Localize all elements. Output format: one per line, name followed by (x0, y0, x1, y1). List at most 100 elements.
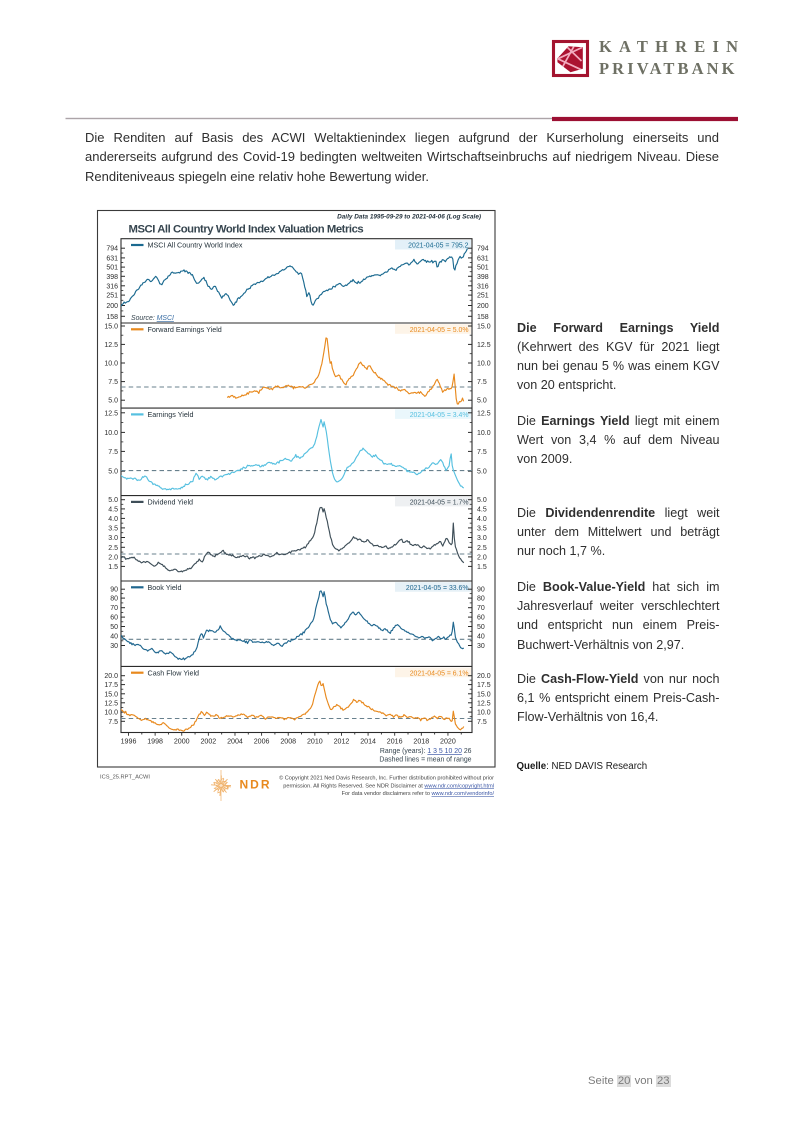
svg-text:Cash Flow Yield: Cash Flow Yield (148, 668, 200, 677)
svg-text:2021-04-05 = 1.7%: 2021-04-05 = 1.7% (410, 500, 469, 507)
svg-text:5.0: 5.0 (477, 398, 487, 405)
svg-text:2021-04-05 = 33.6%: 2021-04-05 = 33.6% (406, 585, 469, 592)
svg-text:2016: 2016 (387, 737, 403, 745)
svg-text:12.5: 12.5 (477, 342, 491, 349)
svg-text:Earnings Yield: Earnings Yield (148, 410, 194, 419)
svg-text:1.5: 1.5 (108, 564, 118, 571)
svg-text:2021-04-05 = 5.0%: 2021-04-05 = 5.0% (410, 327, 469, 334)
svg-text:30: 30 (477, 643, 485, 650)
svg-text:3.5: 3.5 (477, 525, 487, 532)
svg-text:5.0: 5.0 (108, 497, 118, 504)
svg-text:2006: 2006 (254, 737, 270, 745)
svg-text:permission. All Rights Reserve: permission. All Rights Reserved. See NDR… (283, 783, 494, 789)
svg-text:2.5: 2.5 (108, 545, 118, 552)
svg-text:3.0: 3.0 (477, 535, 487, 542)
svg-text:70: 70 (477, 605, 485, 612)
svg-text:MSCI All Country World Index: MSCI All Country World Index (148, 241, 243, 250)
svg-text:2008: 2008 (280, 737, 296, 745)
svg-text:2010: 2010 (307, 737, 323, 745)
svg-text:7.5: 7.5 (477, 379, 487, 386)
svg-text:4.0: 4.0 (477, 516, 487, 523)
svg-text:10.0: 10.0 (104, 361, 118, 368)
svg-text:12.5: 12.5 (104, 410, 118, 417)
svg-text:1998: 1998 (147, 737, 163, 745)
svg-text:2.0: 2.0 (108, 554, 118, 561)
svg-text:251: 251 (106, 293, 118, 300)
svg-text:7.5: 7.5 (477, 719, 487, 726)
svg-text:MSCI All Country World Index V: MSCI All Country World Index Valuation M… (129, 223, 364, 235)
svg-text:2.0: 2.0 (477, 554, 487, 561)
svg-text:5.0: 5.0 (477, 497, 487, 504)
svg-text:7.5: 7.5 (108, 379, 118, 386)
svg-text:50: 50 (477, 624, 485, 631)
svg-text:90: 90 (477, 587, 485, 594)
svg-text:15.0: 15.0 (104, 324, 118, 331)
svg-text:251: 251 (477, 293, 489, 300)
svg-text:2014: 2014 (360, 737, 376, 745)
svg-text:90: 90 (110, 587, 118, 594)
svg-text:2012: 2012 (334, 737, 350, 745)
svg-text:5.0: 5.0 (108, 398, 118, 405)
svg-text:7.5: 7.5 (108, 719, 118, 726)
svg-text:7.5: 7.5 (108, 449, 118, 456)
svg-text:1.5: 1.5 (477, 564, 487, 571)
svg-text:1996: 1996 (121, 737, 137, 745)
svg-text:12.5: 12.5 (104, 700, 118, 707)
svg-text:2000: 2000 (174, 737, 190, 745)
svg-text:631: 631 (477, 255, 489, 262)
svg-text:10.0: 10.0 (477, 710, 491, 717)
svg-text:12.5: 12.5 (104, 342, 118, 349)
svg-text:15.0: 15.0 (477, 691, 491, 698)
svg-text:© Copyright 2021 Ned Davis Res: © Copyright 2021 Ned Davis Research, Inc… (279, 775, 494, 782)
svg-text:4.5: 4.5 (477, 506, 487, 513)
svg-text:158: 158 (477, 314, 489, 321)
svg-text:17.5: 17.5 (477, 682, 491, 689)
svg-text:200: 200 (477, 303, 489, 310)
svg-text:3.5: 3.5 (108, 525, 118, 532)
svg-text:2020: 2020 (440, 737, 456, 745)
svg-text:Range (years): 1 3 5 10 20 26: Range (years): 1 3 5 10 20 26 (380, 748, 472, 755)
svg-text:5.0: 5.0 (108, 469, 118, 476)
svg-text:398: 398 (477, 274, 489, 281)
svg-text:7.5: 7.5 (477, 449, 487, 456)
svg-text:12.5: 12.5 (477, 410, 491, 417)
svg-text:2002: 2002 (200, 737, 216, 745)
svg-text:For data vendor disclaimers re: For data vendor disclaimers refer to www… (342, 791, 495, 797)
svg-text:501: 501 (106, 265, 118, 272)
svg-text:631: 631 (106, 255, 118, 262)
svg-text:3.0: 3.0 (108, 535, 118, 542)
svg-text:2021-04-05 = 6.1%: 2021-04-05 = 6.1% (410, 670, 469, 677)
svg-text:2004: 2004 (227, 737, 243, 745)
svg-text:10.0: 10.0 (104, 710, 118, 717)
svg-text:ICS_25.RPT_ACWI: ICS_25.RPT_ACWI (100, 775, 150, 781)
svg-text:Dashed lines = mean of range: Dashed lines = mean of range (379, 757, 471, 764)
svg-text:501: 501 (477, 265, 489, 272)
svg-text:5.0: 5.0 (477, 469, 487, 476)
svg-text:Book Yield: Book Yield (148, 583, 182, 592)
svg-text:17.5: 17.5 (104, 682, 118, 689)
svg-text:30: 30 (110, 643, 118, 650)
svg-text:4.5: 4.5 (108, 506, 118, 513)
svg-text:60: 60 (110, 615, 118, 622)
svg-text:60: 60 (477, 615, 485, 622)
svg-text:398: 398 (106, 274, 118, 281)
svg-text:316: 316 (106, 283, 118, 290)
svg-text:Forward Earnings Yield: Forward Earnings Yield (148, 325, 222, 334)
svg-text:4.0: 4.0 (108, 516, 118, 523)
svg-text:50: 50 (110, 624, 118, 631)
svg-text:794: 794 (106, 246, 118, 253)
svg-text:10.0: 10.0 (104, 430, 118, 437)
svg-text:158: 158 (106, 314, 118, 321)
svg-text:NDR: NDR (240, 778, 272, 792)
svg-text:10.0: 10.0 (477, 430, 491, 437)
svg-text:2021-04-05 = 795.2: 2021-04-05 = 795.2 (408, 243, 469, 250)
svg-text:20.0: 20.0 (104, 673, 118, 680)
svg-text:80: 80 (110, 596, 118, 603)
svg-text:Source: MSCI: Source: MSCI (131, 315, 174, 322)
svg-text:12.5: 12.5 (477, 700, 491, 707)
svg-text:Daily Data 1995-09-29 to 2021-: Daily Data 1995-09-29 to 2021-04-06 (Log… (337, 213, 481, 220)
svg-text:200: 200 (106, 303, 118, 310)
svg-text:40: 40 (477, 634, 485, 641)
svg-text:80: 80 (477, 596, 485, 603)
svg-text:20.0: 20.0 (477, 673, 491, 680)
